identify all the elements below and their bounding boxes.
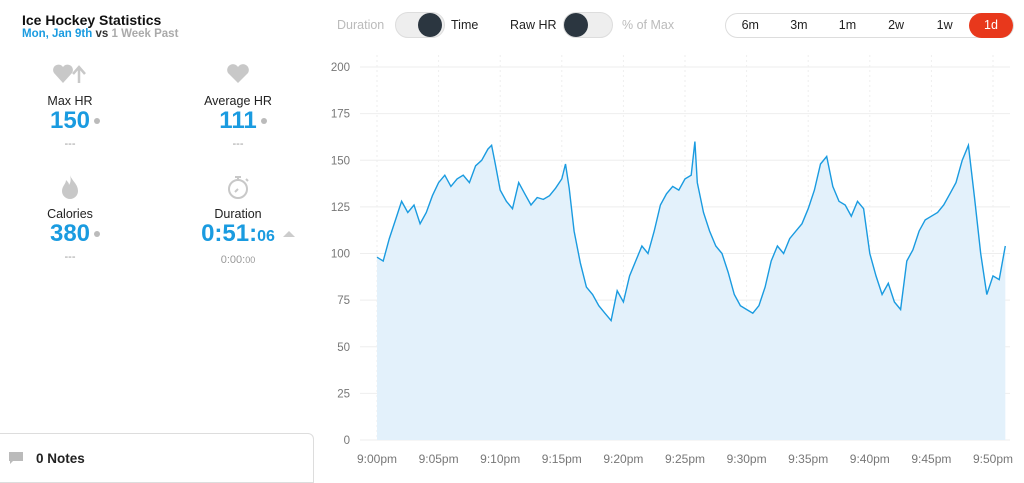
stat-value: 0:51:06 [201,221,275,250]
range-3m[interactable]: 3m [775,13,824,38]
y-tick-label: 50 [337,342,350,354]
stat-average-hr: Average HR 111 --- [168,62,308,150]
toggle-knob [418,13,442,37]
heart-up-icon [0,62,140,86]
heart-icon [168,62,308,86]
stat-compare: --- [0,138,140,150]
stat-max-hr: Max HR 150 --- [0,62,140,150]
time-range-selector: 6m 3m 1m 2w 1w 1d [725,13,1014,38]
stat-label: Average HR [168,94,308,108]
vs-label: vs [95,28,108,40]
y-tick-label: 200 [331,62,350,74]
x-tick-label: 9:25pm [665,452,705,466]
time-option[interactable]: Time [451,18,478,32]
range-6m[interactable]: 6m [726,13,775,38]
y-tick-label: 150 [331,155,350,167]
stat-label: Duration [168,207,308,221]
stat-compare: --- [168,138,308,150]
range-1m[interactable]: 1m [823,13,872,38]
y-tick-label: 25 [337,388,350,400]
y-tick-label: 100 [331,249,350,261]
x-tick-label: 9:50pm [973,452,1013,466]
y-tick-label: 75 [337,295,350,307]
range-1w[interactable]: 1w [920,13,969,38]
y-tick-label: 0 [344,435,350,447]
x-tick-label: 9:05pm [419,452,459,466]
y-tick-label: 125 [331,202,350,214]
comment-icon [8,451,24,465]
compare-selector[interactable]: 1 Week Past [111,28,178,40]
stat-compare: 0:00:00 [168,254,308,266]
stat-compare: --- [0,251,140,263]
flame-icon [0,175,140,199]
x-tick-label: 9:35pm [788,452,828,466]
toggle-knob [564,13,588,37]
stat-label: Calories [0,207,140,221]
raw-hr-option[interactable]: Raw HR [510,18,557,32]
duration-option[interactable]: Duration [337,18,384,32]
y-tick-label: 175 [331,109,350,121]
x-tick-label: 9:30pm [727,452,767,466]
comparison-subtitle: Mon, Jan 9th vs 1 Week Past [22,28,178,40]
stat-duration: Duration 0:51:06 0:00:00 [168,175,308,266]
notes-label: 0 Notes [36,451,85,466]
hr-line-series [377,142,1005,321]
hr-mode-toggle[interactable] [563,12,613,38]
stat-value: 380 [50,221,90,247]
stat-calories: Calories 380 --- [0,175,140,263]
page-title: Ice Hockey Statistics [22,12,161,28]
x-tick-label: 9:45pm [911,452,951,466]
stat-value: 150 [50,108,90,134]
percent-of-max-option[interactable]: % of Max [622,18,674,32]
stat-value: 111 [219,108,256,134]
x-tick-label: 9:15pm [542,452,582,466]
hr-area-fill [377,142,1005,440]
stopwatch-icon [168,175,308,199]
date-selector[interactable]: Mon, Jan 9th [22,28,92,40]
x-tick-label: 9:20pm [603,452,643,466]
x-tick-label: 9:00pm [357,452,397,466]
duration-time-toggle[interactable] [395,12,445,38]
x-tick-label: 9:10pm [480,452,520,466]
x-tick-label: 9:40pm [850,452,890,466]
range-2w[interactable]: 2w [872,13,921,38]
stat-label: Max HR [0,94,140,108]
range-1d[interactable]: 1d [969,13,1013,38]
